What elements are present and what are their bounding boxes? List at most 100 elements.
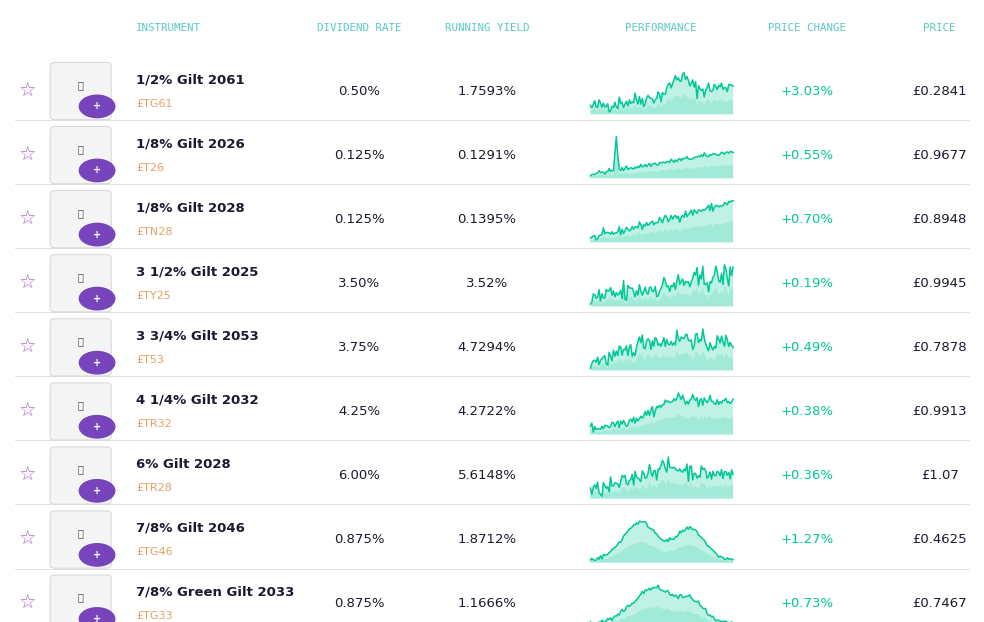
Text: +0.70%: +0.70%: [780, 213, 833, 226]
Text: £0.7878: £0.7878: [912, 341, 967, 354]
Text: PRICE: PRICE: [923, 23, 956, 33]
Text: 🦁: 🦁: [78, 401, 84, 411]
Text: ☆: ☆: [19, 274, 36, 293]
Circle shape: [80, 608, 115, 622]
Text: £TG46: £TG46: [136, 547, 172, 557]
Text: 1/8% Gilt 2028: 1/8% Gilt 2028: [136, 202, 245, 215]
Text: 🦁: 🦁: [78, 144, 84, 154]
Text: £0.8948: £0.8948: [912, 213, 967, 226]
Text: 0.875%: 0.875%: [334, 597, 385, 610]
Text: £T26: £T26: [136, 162, 163, 173]
Circle shape: [80, 351, 115, 374]
Text: £0.9913: £0.9913: [912, 405, 967, 418]
Text: +0.73%: +0.73%: [780, 597, 833, 610]
Text: 3 1/2% Gilt 2025: 3 1/2% Gilt 2025: [136, 266, 258, 279]
Text: 0.875%: 0.875%: [334, 533, 385, 546]
Polygon shape: [590, 521, 733, 563]
Text: ☆: ☆: [19, 402, 36, 421]
Text: ☆: ☆: [19, 146, 36, 165]
Polygon shape: [590, 329, 733, 371]
Text: 1/8% Gilt 2026: 1/8% Gilt 2026: [136, 137, 245, 151]
Polygon shape: [590, 393, 733, 435]
Text: 3.50%: 3.50%: [338, 277, 380, 290]
Polygon shape: [590, 606, 733, 622]
Text: +0.49%: +0.49%: [780, 341, 833, 354]
Text: DIVIDEND RATE: DIVIDEND RATE: [317, 23, 401, 33]
FancyBboxPatch shape: [50, 575, 111, 622]
Text: 1.7593%: 1.7593%: [458, 85, 517, 98]
Text: 0.1291%: 0.1291%: [458, 149, 517, 162]
Text: +: +: [93, 422, 101, 432]
Text: 🦁: 🦁: [78, 208, 84, 218]
Text: 0.50%: 0.50%: [338, 85, 380, 98]
Circle shape: [80, 287, 115, 310]
Text: 6.00%: 6.00%: [338, 469, 380, 482]
Polygon shape: [590, 157, 733, 179]
FancyBboxPatch shape: [50, 255, 111, 312]
FancyBboxPatch shape: [50, 62, 111, 119]
Text: 🦁: 🦁: [78, 80, 84, 90]
Polygon shape: [590, 285, 733, 307]
Circle shape: [80, 223, 115, 246]
Circle shape: [80, 415, 115, 438]
Polygon shape: [590, 542, 733, 563]
Text: +: +: [93, 550, 101, 560]
FancyBboxPatch shape: [50, 511, 111, 569]
Text: 3.75%: 3.75%: [338, 341, 380, 354]
Polygon shape: [590, 137, 733, 179]
Text: £T53: £T53: [136, 355, 163, 365]
Circle shape: [80, 95, 115, 118]
Text: £0.9945: £0.9945: [912, 277, 967, 290]
Text: +: +: [93, 294, 101, 304]
Polygon shape: [590, 73, 733, 114]
Text: 6% Gilt 2028: 6% Gilt 2028: [136, 458, 230, 471]
Circle shape: [80, 159, 115, 182]
Text: +: +: [93, 101, 101, 111]
Text: 4.25%: 4.25%: [338, 405, 380, 418]
Polygon shape: [590, 457, 733, 499]
Text: £TR28: £TR28: [136, 483, 171, 493]
Text: +: +: [93, 230, 101, 239]
Text: £0.9677: £0.9677: [912, 149, 967, 162]
Text: £1.07: £1.07: [921, 469, 958, 482]
Polygon shape: [590, 585, 733, 622]
Text: 0.125%: 0.125%: [334, 213, 385, 226]
Text: +: +: [93, 358, 101, 368]
Text: £0.7467: £0.7467: [912, 597, 967, 610]
Text: ☆: ☆: [19, 530, 36, 549]
Text: 3 3/4% Gilt 2053: 3 3/4% Gilt 2053: [136, 330, 259, 343]
Text: +0.38%: +0.38%: [780, 405, 833, 418]
Text: 0.1395%: 0.1395%: [458, 213, 517, 226]
Polygon shape: [590, 478, 733, 499]
Text: ☆: ☆: [19, 338, 36, 357]
Text: ☆: ☆: [19, 81, 36, 101]
FancyBboxPatch shape: [50, 127, 111, 184]
Text: 1/2% Gilt 2061: 1/2% Gilt 2061: [136, 73, 244, 86]
FancyBboxPatch shape: [50, 318, 111, 376]
Text: 4 1/4% Gilt 2032: 4 1/4% Gilt 2032: [136, 394, 259, 407]
Polygon shape: [590, 221, 733, 243]
Text: £TG33: £TG33: [136, 611, 172, 621]
FancyBboxPatch shape: [50, 190, 111, 248]
Text: £0.4625: £0.4625: [912, 533, 967, 546]
FancyBboxPatch shape: [50, 383, 111, 440]
Text: INSTRUMENT: INSTRUMENT: [136, 23, 201, 33]
Circle shape: [80, 544, 115, 566]
Text: £TG61: £TG61: [136, 98, 172, 109]
Circle shape: [80, 480, 115, 502]
Text: PRICE CHANGE: PRICE CHANGE: [768, 23, 846, 33]
Polygon shape: [590, 201, 733, 243]
Text: ☆: ☆: [19, 594, 36, 613]
Text: +3.03%: +3.03%: [780, 85, 833, 98]
Text: 0.125%: 0.125%: [334, 149, 385, 162]
Text: 🦁: 🦁: [78, 529, 84, 539]
Text: ☆: ☆: [19, 210, 36, 229]
Polygon shape: [590, 93, 733, 114]
Text: 3.52%: 3.52%: [466, 277, 508, 290]
Text: 5.6148%: 5.6148%: [458, 469, 517, 482]
Text: 1.8712%: 1.8712%: [458, 533, 517, 546]
Text: 7/8% Gilt 2046: 7/8% Gilt 2046: [136, 522, 245, 535]
Text: 🦁: 🦁: [78, 272, 84, 282]
Text: +0.19%: +0.19%: [780, 277, 833, 290]
Text: +0.36%: +0.36%: [780, 469, 833, 482]
